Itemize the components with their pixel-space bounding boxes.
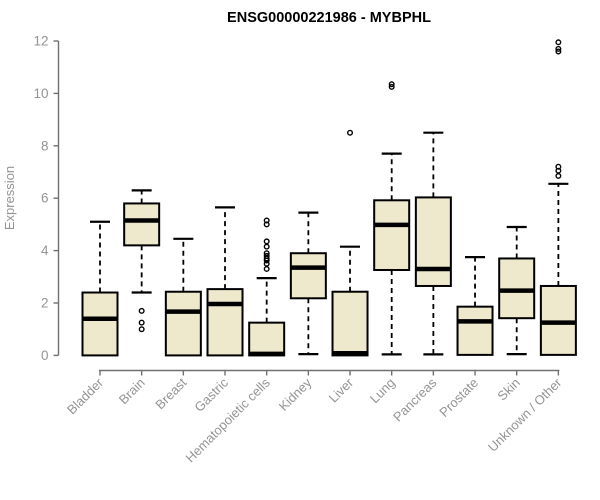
y-tick-label: 8 xyxy=(41,138,49,153)
outlier-point xyxy=(388,83,395,90)
box-group-breast xyxy=(164,237,202,357)
outlier-point xyxy=(347,129,354,136)
iqr-box xyxy=(206,288,244,357)
outlier-point xyxy=(388,81,395,88)
outlier-point xyxy=(263,260,270,267)
outlier-point xyxy=(263,221,270,228)
outlier-point xyxy=(555,48,562,55)
x-tick-label: Lung xyxy=(367,375,398,406)
y-tick-label: 0 xyxy=(41,348,49,363)
x-tick-label: Bladder xyxy=(64,375,107,418)
box-group-liver xyxy=(331,129,369,357)
y-tick-label: 10 xyxy=(33,86,48,101)
y-tick-label: 4 xyxy=(41,243,49,258)
box-group-brain xyxy=(123,189,161,333)
box-group-skin xyxy=(498,225,536,356)
y-axis-label: Expression xyxy=(2,166,17,230)
x-tick-label: Brain xyxy=(116,375,148,407)
y-axis: 0 2 4 6 8 10 12 xyxy=(33,34,60,363)
x-tick-label: Liver xyxy=(326,375,357,406)
iqr-box xyxy=(414,196,452,287)
box-group-kidney xyxy=(289,211,327,356)
outlier-point xyxy=(263,243,270,250)
iqr-box xyxy=(456,305,494,356)
box-group-prostate xyxy=(456,256,494,356)
box-group-gastric xyxy=(206,206,244,357)
outlier-point xyxy=(555,167,562,174)
iqr-box xyxy=(373,199,411,271)
box-group-unknown-other xyxy=(539,39,577,356)
chart-title: ENSG00000221986 - MYBPHL xyxy=(227,10,431,26)
x-tick-label: Skin xyxy=(494,375,522,403)
outlier-point xyxy=(263,265,270,272)
iqr-box xyxy=(248,321,286,357)
outlier-point xyxy=(555,172,562,179)
y-tick-label: 6 xyxy=(41,191,49,206)
outlier-point xyxy=(263,238,270,245)
box-group-lung xyxy=(373,81,411,356)
iqr-box xyxy=(289,252,327,300)
outlier-point xyxy=(555,39,562,46)
y-tick-label: 2 xyxy=(41,296,49,311)
iqr-box xyxy=(81,291,119,357)
box-group-bladder xyxy=(81,220,119,357)
box-group-pancreas xyxy=(414,131,452,356)
x-tick-label: Prostate xyxy=(436,375,481,420)
x-tick-label: Pancreas xyxy=(390,375,440,425)
outlier-point xyxy=(138,326,145,333)
iqr-box xyxy=(331,290,369,357)
iqr-box xyxy=(123,202,161,247)
x-tick-label: Breast xyxy=(152,375,189,412)
outlier-point xyxy=(263,257,270,264)
x-tick-label: Unknown / Other xyxy=(485,375,565,455)
outlier-point xyxy=(138,307,145,314)
iqr-box xyxy=(164,290,202,357)
outlier-point xyxy=(138,319,145,326)
box-group-hematopoietic-cells xyxy=(248,217,286,357)
x-tick-label: Gastric xyxy=(191,375,231,415)
outlier-point xyxy=(555,45,562,52)
iqr-box xyxy=(498,257,536,320)
y-tick-label: 12 xyxy=(33,34,48,49)
x-tick-label: Kidney xyxy=(276,375,315,414)
